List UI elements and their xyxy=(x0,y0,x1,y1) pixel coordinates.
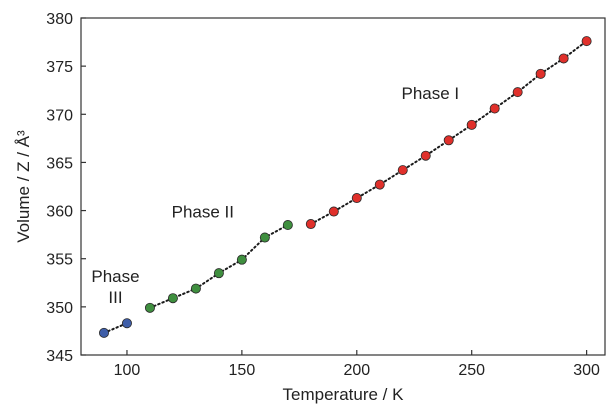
data-point-s1-5 xyxy=(259,232,270,243)
phase-label-line: III xyxy=(108,288,122,307)
y-tick-label-360: 360 xyxy=(46,204,73,221)
data-point-s2-0 xyxy=(305,219,316,230)
data-point-s2-8 xyxy=(489,103,500,114)
y-tick-label-355: 355 xyxy=(46,252,73,269)
y-axis-label: Volume / Z / Å³ xyxy=(14,130,33,243)
data-point-s2-4 xyxy=(397,165,408,176)
phase-label-1: Phase II xyxy=(172,202,234,221)
y-tick-label-345: 345 xyxy=(46,348,73,365)
x-tick-label-300: 300 xyxy=(573,362,600,379)
data-point-s2-2 xyxy=(351,193,362,204)
phase-label-2: Phase III xyxy=(91,267,139,307)
data-point-s2-10 xyxy=(535,68,546,79)
y-tick-label-370: 370 xyxy=(46,107,73,124)
data-point-s1-4 xyxy=(236,254,247,265)
y-tick-label-350: 350 xyxy=(46,300,73,317)
data-point-s2-1 xyxy=(328,206,339,217)
phase-label-line: Phase II xyxy=(172,202,234,221)
data-point-s1-6 xyxy=(282,220,293,231)
x-tick-label-250: 250 xyxy=(458,362,485,379)
data-point-s2-6 xyxy=(443,135,454,146)
data-point-s0-0 xyxy=(98,327,109,338)
data-point-s2-9 xyxy=(512,87,523,98)
data-point-s2-5 xyxy=(420,150,431,161)
phase-label-line: Phase xyxy=(91,267,139,286)
x-tick-label-200: 200 xyxy=(343,362,370,379)
data-point-s1-1 xyxy=(167,293,178,304)
data-points xyxy=(98,36,592,338)
y-tick-label-380: 380 xyxy=(46,11,73,28)
y-tick-label-375: 375 xyxy=(46,59,73,76)
plot-frame xyxy=(80,17,606,356)
phase-annotations: Phase I Phase II Phase III xyxy=(91,84,459,307)
x-axis-label: Temperature / K xyxy=(283,385,405,404)
data-point-s2-11 xyxy=(558,53,569,64)
x-tick-label-100: 100 xyxy=(114,362,141,379)
data-point-s1-3 xyxy=(213,268,224,279)
data-point-s0-1 xyxy=(121,318,132,329)
x-axis: 100 150 200 250 300 xyxy=(114,350,600,379)
y-tick-label-365: 365 xyxy=(46,155,73,172)
data-point-s2-3 xyxy=(374,179,385,190)
phase-label-0: Phase I xyxy=(402,84,460,103)
data-point-s1-2 xyxy=(190,283,201,294)
data-point-s2-12 xyxy=(581,36,592,47)
phase-label-line: Phase I xyxy=(402,84,460,103)
data-point-s1-0 xyxy=(144,302,155,313)
fit-lines xyxy=(103,40,588,334)
y-axis: 345 350 355 360 365 370 375 380 xyxy=(46,11,86,365)
x-tick-label-150: 150 xyxy=(229,362,256,379)
data-point-s2-7 xyxy=(466,119,477,130)
